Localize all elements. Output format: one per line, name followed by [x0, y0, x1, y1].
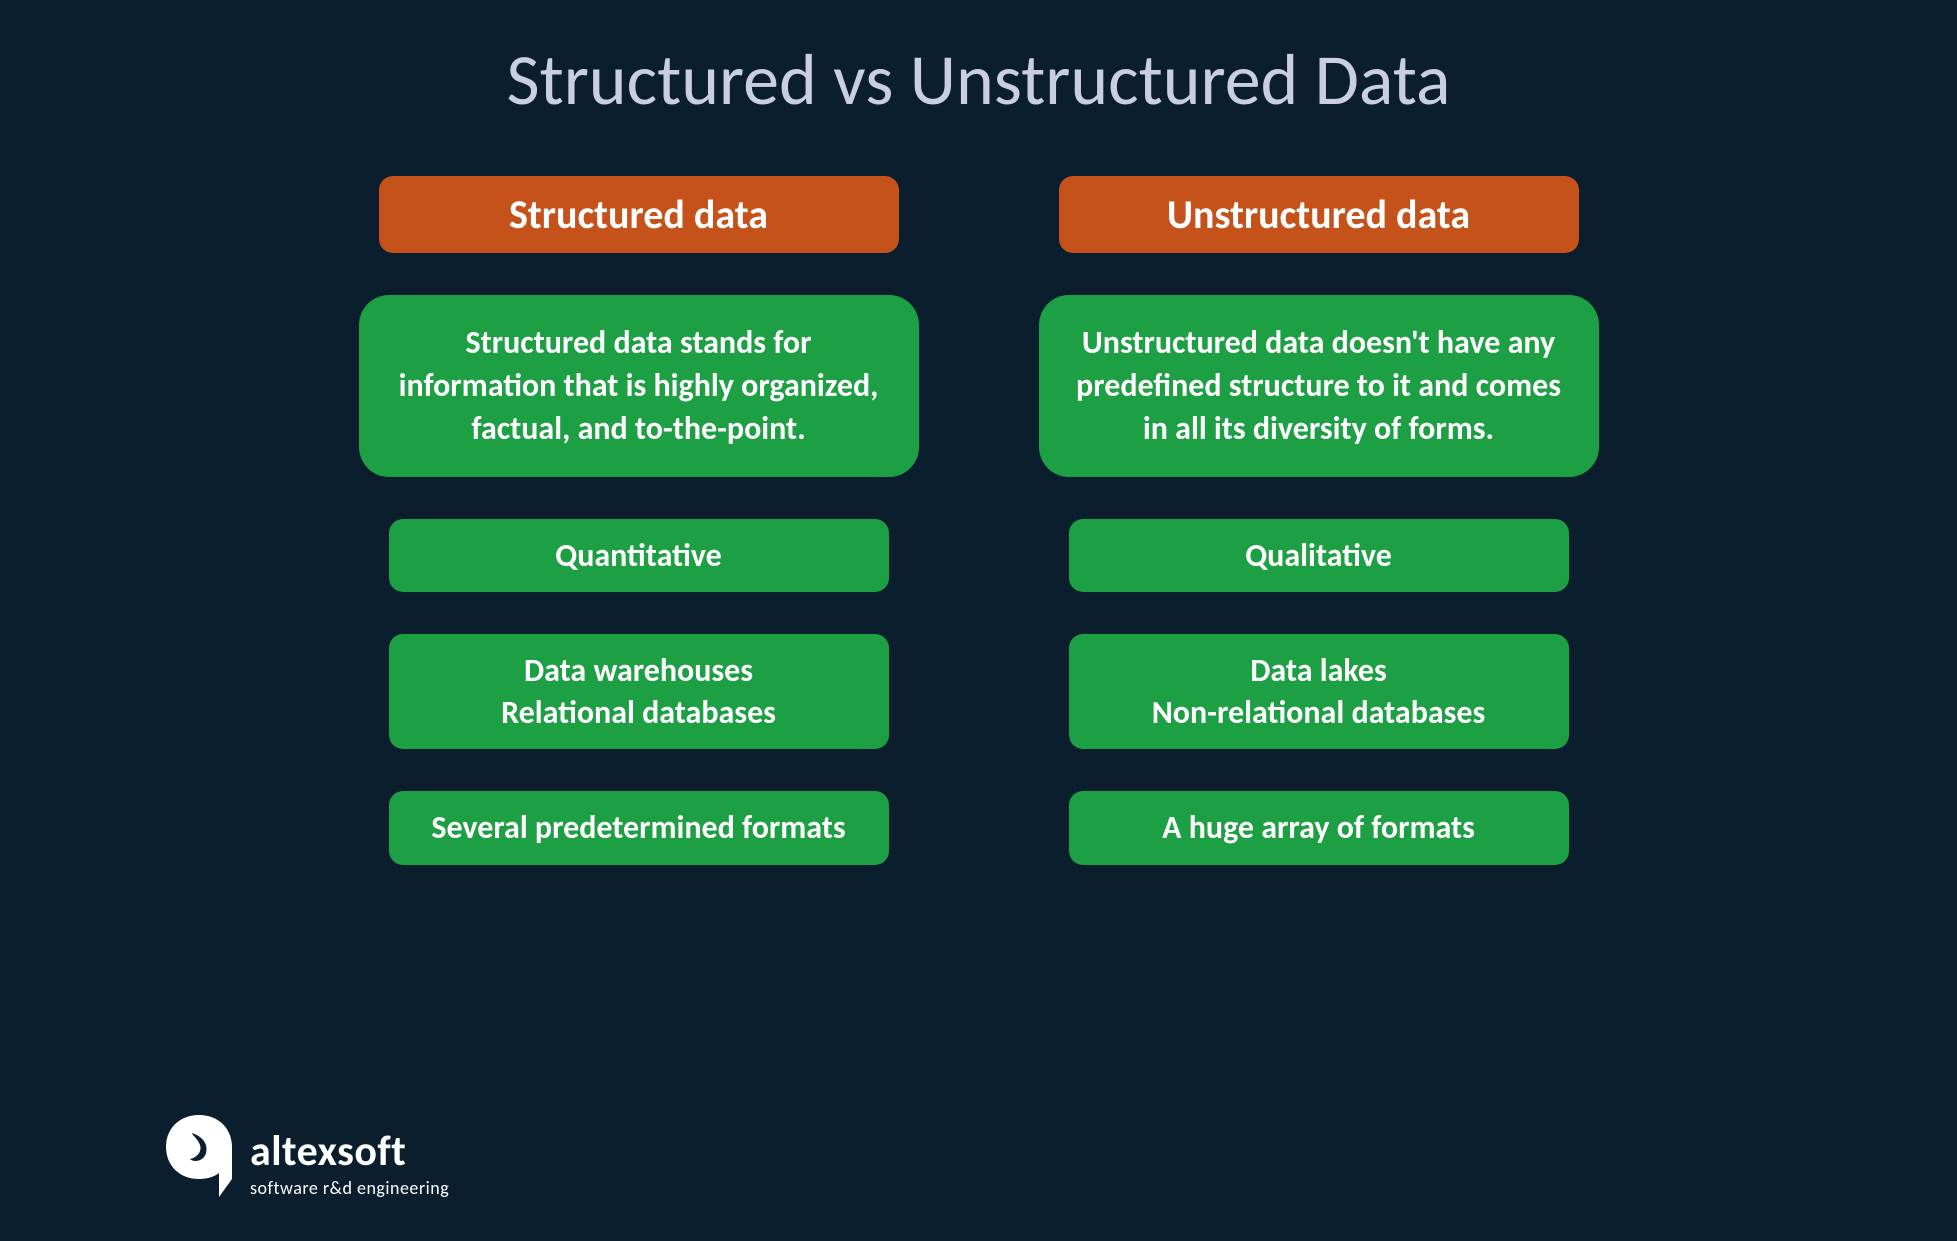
comparison-columns: Structured data Structured data stands f… [0, 176, 1957, 865]
brand-logo: altexsoft software r&d engineering [162, 1111, 449, 1201]
item-unstructured-1: Data lakesNon-relational databases [1069, 634, 1569, 749]
header-unstructured: Unstructured data [1059, 176, 1579, 253]
item-unstructured-0: Qualitative [1069, 519, 1569, 593]
item-structured-1: Data warehousesRelational databases [389, 634, 889, 749]
desc-unstructured: Unstructured data doesn't have any prede… [1039, 295, 1599, 477]
item-unstructured-2: A huge array of formats [1069, 791, 1569, 865]
brand-name: altexsoft [250, 1131, 449, 1173]
brand-tagline: software r&d engineering [250, 1177, 449, 1199]
item-structured-2: Several predetermined formats [389, 791, 889, 865]
page-title: Structured vs Unstructured Data [0, 0, 1957, 124]
item-structured-0: Quantitative [389, 519, 889, 593]
header-structured: Structured data [379, 176, 899, 253]
desc-structured: Structured data stands for information t… [359, 295, 919, 477]
column-structured: Structured data Structured data stands f… [334, 176, 944, 865]
logo-mark-icon [162, 1111, 236, 1201]
column-unstructured: Unstructured data Unstructured data does… [1014, 176, 1624, 865]
